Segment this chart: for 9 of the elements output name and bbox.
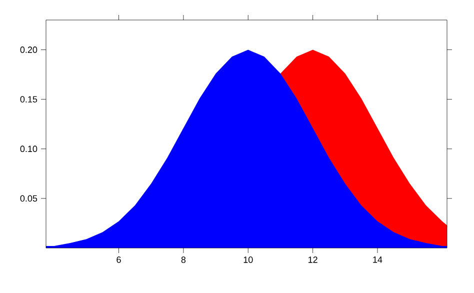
x-tick-label: 8	[181, 256, 186, 263]
x-tick-label: 12	[308, 256, 318, 263]
x-tick-label: 10	[244, 256, 253, 263]
y-tick-label: 0.05	[20, 195, 38, 202]
y-tick-label: 0.10	[20, 146, 38, 152]
x-tick-label: 14	[373, 256, 382, 263]
y-tick-label: 0.20	[20, 46, 38, 53]
x-tick-label: 6	[116, 256, 121, 263]
y-tick-label: 0.15	[20, 96, 38, 102]
